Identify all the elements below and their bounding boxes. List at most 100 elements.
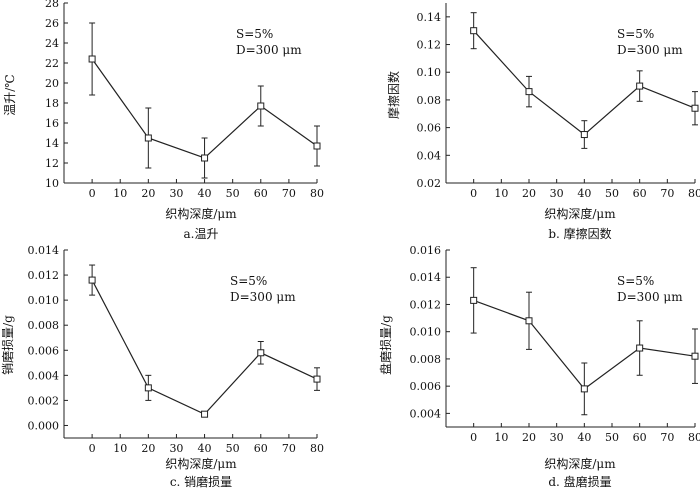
- y-tick-label: 28: [45, 0, 59, 10]
- x-tick-label: 0: [470, 187, 477, 200]
- x-tick-label: 30: [169, 187, 183, 200]
- data-point: [470, 296, 478, 304]
- x-axis-label: 织构深度/μm: [165, 456, 237, 471]
- y-tick-label: 0.004: [410, 407, 442, 420]
- y-tick-label: 0.016: [410, 244, 442, 257]
- caption: a.温升: [184, 227, 219, 241]
- x-axis-label: 织构深度/μm: [544, 456, 616, 471]
- data-point: [144, 384, 152, 392]
- x-tick-label: 10: [494, 187, 508, 200]
- data-point: [691, 104, 699, 112]
- x-tick-label: 10: [113, 442, 127, 455]
- x-tick-label: 60: [633, 187, 647, 200]
- y-tick-label: 0.12: [417, 39, 442, 52]
- x-axis-label: 织构深度/μm: [544, 206, 616, 221]
- y-tick-label: 20: [45, 77, 59, 90]
- data-point: [201, 410, 209, 418]
- x-tick-label: 40: [198, 442, 212, 455]
- data-point: [636, 344, 644, 352]
- x-tick-label: 50: [226, 187, 240, 200]
- y-tick-label: 16: [45, 117, 59, 130]
- x-tick-label: 60: [254, 442, 268, 455]
- y-axis-label: 盘磨损量/g: [378, 315, 393, 375]
- data-point: [691, 352, 699, 360]
- y-tick-label: 0.004: [28, 369, 60, 382]
- x-tick-label: 20: [522, 187, 536, 200]
- data-point: [257, 102, 265, 110]
- y-tick-label: 22: [45, 57, 59, 70]
- data-point: [580, 131, 588, 139]
- annotation-d: D=300 μm: [236, 43, 302, 57]
- x-tick-label: 30: [550, 187, 564, 200]
- data-point: [144, 134, 152, 142]
- y-axis-label: 摩擦因数: [386, 71, 401, 119]
- x-tick-label: 30: [169, 442, 183, 455]
- x-tick-label: 50: [605, 431, 619, 444]
- x-tick-label: 70: [660, 431, 674, 444]
- x-tick-label: 40: [577, 187, 591, 200]
- x-tick-label: 40: [198, 187, 212, 200]
- data-point: [88, 55, 96, 63]
- annotation-d: D=300 μm: [230, 290, 296, 304]
- y-tick-label: 0.14: [417, 11, 442, 24]
- data-point: [580, 385, 588, 393]
- y-axis-label: 销磨损量/g: [1, 315, 15, 375]
- y-tick-label: 0.08: [417, 94, 442, 107]
- x-tick-label: 40: [577, 431, 591, 444]
- x-tick-label: 20: [141, 187, 155, 200]
- y-tick-label: 26: [45, 17, 59, 30]
- data-point: [636, 82, 644, 90]
- x-tick-label: 0: [89, 442, 96, 455]
- caption: c. 销磨损量: [170, 475, 232, 489]
- y-tick-label: 14: [45, 137, 59, 150]
- data-point: [257, 349, 265, 357]
- y-tick-label: 0.014: [28, 244, 60, 257]
- x-tick-label: 80: [688, 187, 700, 200]
- annotation-s: S=5%: [230, 274, 267, 288]
- y-tick-label: 12: [45, 157, 59, 170]
- panel-friction-coefficient: b. 摩擦因数 织构深度/μm 摩擦因数 S=5% D=300 μm 0 10 20…: [386, 3, 700, 241]
- y-tick-label: 0.04: [417, 149, 442, 162]
- annotation-d: D=300 μm: [617, 290, 683, 304]
- x-tick-label: 10: [494, 431, 508, 444]
- y-tick-label: 0.000: [28, 419, 60, 432]
- x-tick-label: 70: [282, 187, 296, 200]
- annotation-s: S=5%: [236, 27, 273, 41]
- x-tick-label: 20: [141, 442, 155, 455]
- y-tick-label: 0.006: [410, 380, 442, 393]
- y-tick-label: 18: [45, 97, 59, 110]
- y-tick-label: 0.014: [410, 271, 442, 284]
- y-tick-label: 0.006: [28, 344, 60, 357]
- y-tick-label: 0.06: [417, 122, 442, 135]
- y-tick-label: 0.010: [410, 326, 442, 339]
- y-tick-label: 0.008: [28, 319, 60, 332]
- y-tick-label: 0.012: [28, 269, 60, 282]
- y-tick-label: 24: [45, 37, 59, 50]
- x-tick-label: 20: [522, 431, 536, 444]
- data-point: [88, 276, 96, 284]
- x-tick-label: 70: [282, 442, 296, 455]
- y-tick-label: 0.02: [417, 177, 442, 190]
- x-tick-label: 30: [550, 431, 564, 444]
- annotation-s: S=5%: [617, 274, 654, 288]
- x-tick-label: 0: [470, 431, 477, 444]
- x-tick-label: 80: [310, 187, 324, 200]
- x-tick-label: 70: [660, 187, 674, 200]
- x-tick-label: 10: [113, 187, 127, 200]
- y-tick-label: 0.002: [28, 394, 60, 407]
- x-tick-label: 80: [310, 442, 324, 455]
- data-point: [525, 88, 533, 96]
- data-point: [470, 27, 478, 35]
- y-axis-label: 温升/℃: [3, 74, 17, 115]
- y-tick-label: 0.012: [410, 298, 442, 311]
- x-tick-label: 0: [89, 187, 96, 200]
- x-tick-label: 60: [254, 187, 268, 200]
- data-point: [201, 154, 209, 162]
- panel-disc-wear: d. 盘磨损量 织构深度/μm 盘磨损量/g S=5% D=300 μm 0 10…: [378, 244, 700, 489]
- annotation-s: S=5%: [617, 27, 654, 41]
- y-tick-label: 0.10: [417, 66, 442, 79]
- data-point: [525, 317, 533, 325]
- data-point: [313, 142, 321, 150]
- y-tick-label: 0.010: [28, 294, 60, 307]
